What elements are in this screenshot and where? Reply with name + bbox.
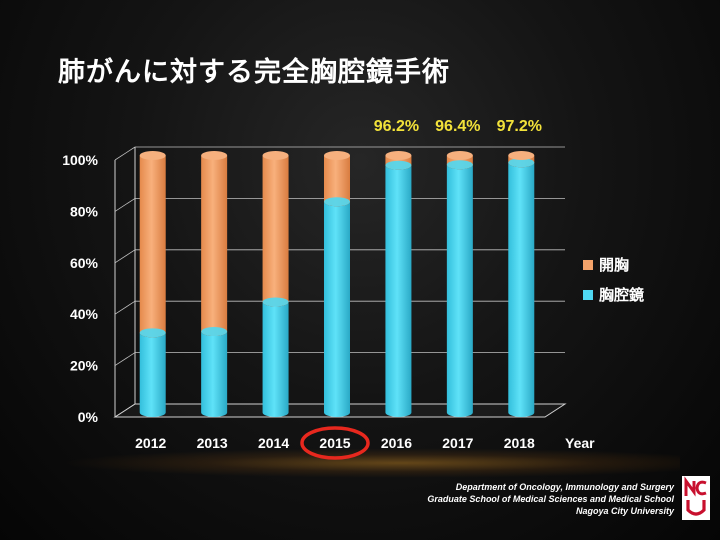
ncu-logo-icon xyxy=(682,476,710,520)
bar-open-cap xyxy=(201,151,228,160)
bar-vats xyxy=(508,162,535,417)
bar-vats-cap xyxy=(262,297,289,307)
bar-vats xyxy=(139,332,166,417)
footer-credits: Department of Oncology, Immunology and S… xyxy=(427,481,674,517)
bar-open xyxy=(201,155,228,337)
x-tick-label: 2015 xyxy=(319,435,350,451)
bar-vats xyxy=(446,164,473,417)
legend-swatch xyxy=(583,260,593,270)
bar-open-cap xyxy=(139,151,166,160)
bar-open-cap xyxy=(262,151,289,160)
legend-swatch xyxy=(583,290,593,300)
footer-line-university: Nagoya City University xyxy=(575,506,674,516)
gridline-side xyxy=(114,146,136,161)
bar-vats xyxy=(324,201,350,417)
y-tick-label: 0% xyxy=(78,409,99,425)
x-tick-label: 2018 xyxy=(504,435,535,451)
bar-open xyxy=(139,155,166,338)
slide-title: 肺がんに対する完全胸腔鏡手術 xyxy=(58,57,450,88)
gridline-side xyxy=(114,198,136,212)
bar-open-cap xyxy=(508,151,535,160)
bar-open-cap xyxy=(446,151,473,160)
floor-glow xyxy=(60,448,680,478)
bar-vats xyxy=(385,165,412,417)
legend-label: 開胸 xyxy=(599,256,629,274)
bar-vats xyxy=(262,301,289,417)
bar-vats-cap xyxy=(508,158,535,168)
x-tick-label: 2017 xyxy=(442,435,473,451)
annotation-label: 96.4% xyxy=(435,118,480,135)
bar-vats-cap xyxy=(139,328,166,338)
gridline-side xyxy=(114,300,136,315)
x-tick-label: 2013 xyxy=(197,435,228,451)
y-tick-label: 20% xyxy=(70,358,99,374)
bar-open xyxy=(262,155,289,307)
gridline-side xyxy=(114,249,136,264)
gridline-side xyxy=(114,352,136,366)
annotation-label: 96.2% xyxy=(374,118,419,135)
bar-open-cap xyxy=(324,151,350,160)
x-tick-label: 2014 xyxy=(258,435,289,451)
x-tick-label: 2016 xyxy=(381,435,412,451)
bar-vats-cap xyxy=(446,160,473,170)
bar-vats xyxy=(201,331,228,417)
y-tick-label: 40% xyxy=(70,306,99,322)
bars xyxy=(139,151,535,417)
legend-label: 胸腔鏡 xyxy=(599,286,644,304)
bar-open-cap xyxy=(385,151,412,160)
labels: 0% 20% 40% 60% 80% 100% 2012 2013 2014 2015 2016 20… xyxy=(62,118,644,460)
bar-open xyxy=(324,155,350,207)
stacked-bar-chart: 0% 20% 40% 60% 80% 100% 2012 2013 2014 2015 2016 20… xyxy=(62,118,644,460)
annotation-label: 97.2% xyxy=(497,118,542,135)
footer-line-department: Department of Oncology, Immunology and S… xyxy=(455,482,674,492)
bar-vats-cap xyxy=(324,197,350,207)
bar-vats-cap xyxy=(385,160,412,170)
footer-line-school: Graduate School of Medical Sciences and … xyxy=(427,494,674,504)
x-tick-label: 2012 xyxy=(135,435,166,451)
x-axis-label: Year xyxy=(565,435,595,451)
y-tick-label: 100% xyxy=(62,152,98,168)
y-tick-label: 60% xyxy=(70,255,99,271)
bar-vats-cap xyxy=(201,327,228,337)
highlight-ring xyxy=(300,426,370,460)
y-tick-label: 80% xyxy=(70,203,99,219)
